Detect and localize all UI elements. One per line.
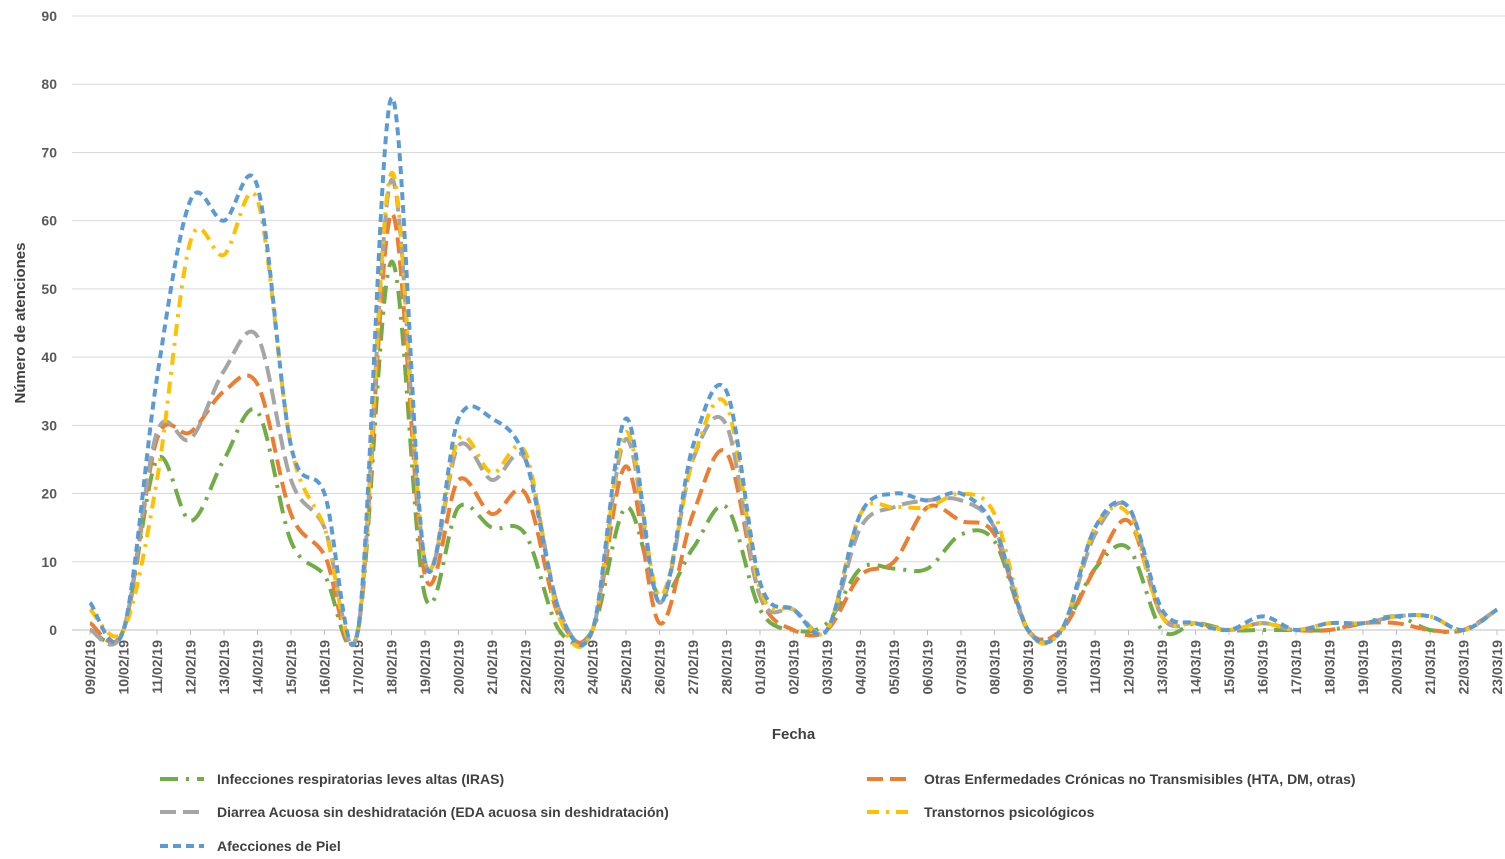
x-tick-label: 28/02/19 bbox=[719, 640, 735, 695]
x-tick-label: 12/02/19 bbox=[183, 640, 199, 695]
x-tick-label: 14/02/19 bbox=[250, 640, 266, 695]
x-tick-label: 12/03/19 bbox=[1121, 640, 1137, 695]
x-tick-label: 21/02/19 bbox=[484, 640, 500, 695]
x-tick-label: 09/03/19 bbox=[1020, 640, 1036, 695]
x-tick-label: 01/03/19 bbox=[752, 640, 768, 695]
x-tick-label: 26/02/19 bbox=[652, 640, 668, 695]
legend-item: Transtornos psicológicos bbox=[867, 804, 1095, 820]
x-tick-label: 11/02/19 bbox=[149, 640, 165, 694]
y-tick-label: 70 bbox=[41, 144, 57, 160]
x-tick-label: 19/03/19 bbox=[1355, 640, 1371, 695]
x-tick-label: 14/03/19 bbox=[1188, 640, 1204, 695]
y-tick-label: 40 bbox=[41, 349, 57, 365]
series-line-iras bbox=[89, 259, 1499, 648]
x-axis-tick-labels: 09/02/19 10/02/19 11/02/19 12/02/19 13/02/19… bbox=[82, 630, 1505, 695]
series-line-psicologicos bbox=[88, 170, 1499, 649]
x-tick-label: 10/02/19 bbox=[116, 640, 132, 695]
x-tick-label: 13/03/19 bbox=[1154, 640, 1170, 695]
x-tick-label: 13/02/19 bbox=[216, 640, 232, 695]
y-tick-label: 30 bbox=[41, 417, 57, 433]
legend-label: Otras Enfermedades Crónicas no Transmisi… bbox=[924, 771, 1356, 787]
x-tick-label: 06/03/19 bbox=[920, 640, 936, 695]
x-tick-label: 05/03/19 bbox=[886, 640, 902, 695]
x-tick-label: 22/02/19 bbox=[518, 640, 534, 695]
x-tick-label: 23/03/19 bbox=[1489, 640, 1505, 695]
x-tick-label: 08/03/19 bbox=[987, 640, 1003, 695]
y-tick-label: 20 bbox=[41, 486, 57, 502]
y-tick-label: 80 bbox=[41, 76, 57, 92]
legend-label: Afecciones de Piel bbox=[217, 838, 341, 854]
series-line-crónicas bbox=[88, 211, 1499, 648]
legend-label: Infecciones respiratorias leves altas (I… bbox=[217, 771, 504, 787]
x-tick-label: 18/02/19 bbox=[384, 640, 400, 695]
x-tick-label: 18/03/19 bbox=[1322, 640, 1338, 695]
y-axis-tick-labels: 0 10 20 30 40 50 60 70 80 90 bbox=[41, 8, 57, 638]
x-tick-label: 11/03/19 bbox=[1087, 640, 1103, 694]
x-tick-label: 15/03/19 bbox=[1221, 640, 1237, 695]
x-tick-label: 24/02/19 bbox=[585, 640, 601, 695]
legend-item: Diarrea Acuosa sin deshidratación (EDA a… bbox=[160, 804, 669, 820]
y-tick-label: 50 bbox=[41, 281, 57, 297]
legend-label: Transtornos psicológicos bbox=[924, 804, 1095, 820]
x-tick-label: 22/03/19 bbox=[1456, 640, 1472, 695]
x-tick-label: 03/03/19 bbox=[819, 640, 835, 695]
x-axis-title: Fecha bbox=[772, 726, 816, 743]
x-tick-label: 20/02/19 bbox=[451, 640, 467, 695]
x-tick-label: 19/02/19 bbox=[417, 640, 433, 695]
x-tick-label: 25/02/19 bbox=[618, 640, 634, 695]
gridlines bbox=[72, 15, 1505, 631]
x-tick-label: 21/03/19 bbox=[1422, 640, 1438, 695]
y-tick-label: 10 bbox=[41, 554, 57, 570]
series-line-eda bbox=[89, 177, 1499, 647]
series-line-piel bbox=[88, 95, 1499, 647]
x-tick-label: 17/03/19 bbox=[1288, 640, 1304, 695]
legend-item: Infecciones respiratorias leves altas (I… bbox=[160, 771, 504, 787]
x-tick-label: 09/02/19 bbox=[82, 640, 98, 695]
x-tick-label: 16/02/19 bbox=[317, 640, 333, 695]
y-axis-title: Número de atenciones bbox=[12, 243, 29, 404]
x-tick-label: 02/03/19 bbox=[786, 640, 802, 695]
legend: Infecciones respiratorias leves altas (I… bbox=[160, 771, 1356, 854]
x-tick-label: 23/02/19 bbox=[551, 640, 567, 695]
series-lines bbox=[88, 95, 1499, 649]
x-tick-label: 16/03/19 bbox=[1255, 640, 1271, 695]
legend-item: Otras Enfermedades Crónicas no Transmisi… bbox=[867, 771, 1356, 787]
legend-item: Afecciones de Piel bbox=[160, 838, 341, 854]
y-tick-label: 90 bbox=[41, 8, 57, 24]
x-tick-label: 07/03/19 bbox=[953, 640, 969, 695]
x-tick-label: 27/02/19 bbox=[685, 640, 701, 695]
x-tick-label: 04/03/19 bbox=[853, 640, 869, 695]
y-tick-label: 0 bbox=[49, 622, 57, 638]
y-tick-label: 60 bbox=[41, 213, 57, 229]
legend-label: Diarrea Acuosa sin deshidratación (EDA a… bbox=[217, 804, 669, 820]
x-tick-label: 20/03/19 bbox=[1389, 640, 1405, 695]
x-tick-label: 15/02/19 bbox=[283, 640, 299, 695]
x-tick-label: 17/02/19 bbox=[350, 640, 366, 695]
x-tick-label: 10/03/19 bbox=[1054, 640, 1070, 695]
